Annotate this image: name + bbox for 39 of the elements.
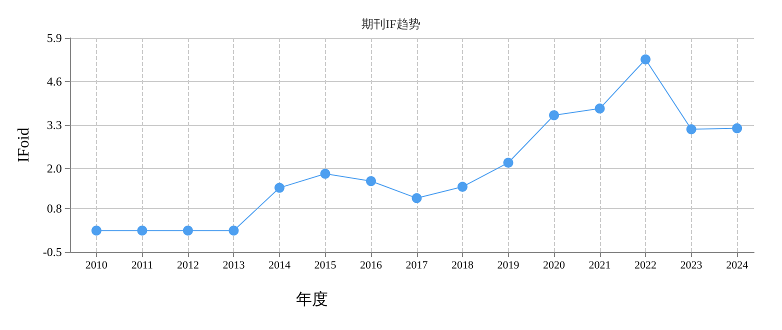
x-tick-label: 2015 — [314, 260, 337, 272]
y-tick-label: -0.5 — [42, 245, 62, 259]
x-tick-label: 2019 — [497, 260, 520, 272]
point — [320, 168, 330, 179]
x-tick-label: 2023 — [680, 260, 703, 272]
point — [91, 226, 102, 236]
point — [182, 226, 193, 236]
x-tick-label: 2021 — [588, 260, 611, 272]
point — [686, 124, 696, 134]
x-tick-label: 2012 — [176, 260, 199, 272]
point — [458, 182, 468, 192]
x-axis-title: 年度 — [296, 290, 328, 308]
point — [137, 226, 148, 236]
point — [412, 193, 422, 204]
point — [594, 104, 605, 114]
point — [732, 123, 742, 134]
x-tick-label: 2017 — [406, 260, 428, 272]
x-tick-label: 2018 — [452, 260, 474, 272]
x-tick-label: 2010 — [85, 260, 108, 272]
point — [228, 226, 239, 236]
y-tick-label: 2.0 — [46, 161, 62, 176]
x-tick-label: 2022 — [634, 260, 657, 272]
y-axis-title: IFoid — [16, 128, 32, 162]
point — [640, 54, 651, 64]
y-tick-label: 0.8 — [46, 202, 62, 216]
x-tick-label: 2013 — [222, 260, 246, 272]
point — [366, 176, 376, 186]
x-tick-label: 2011 — [131, 260, 153, 272]
point — [549, 110, 560, 120]
x-tick-label: 2024 — [726, 260, 749, 272]
y-tick-label: 5.9 — [46, 31, 62, 45]
x-tick-label: 2016 — [360, 260, 382, 272]
y-tick-label: 3.3 — [46, 118, 62, 132]
x-tick-label: 2014 — [268, 260, 291, 272]
x-tick-label: 2020 — [543, 260, 566, 272]
y-tick-label: 4.6 — [46, 74, 62, 88]
point — [274, 182, 284, 193]
point — [503, 158, 514, 168]
chart-title: 期刊IF趋势 — [362, 17, 420, 31]
